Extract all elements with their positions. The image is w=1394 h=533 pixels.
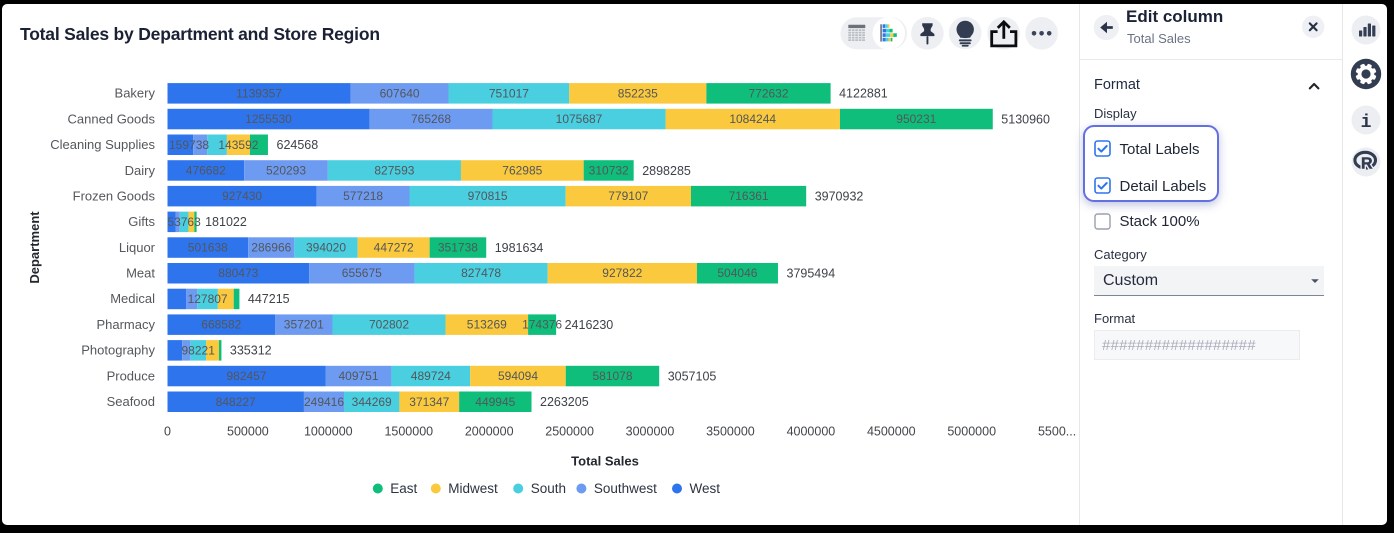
svg-text:607640: 607640	[380, 86, 420, 100]
svg-text:Bakery: Bakery	[115, 86, 156, 101]
svg-text:Southwest: Southwest	[594, 481, 657, 496]
svg-text:127807: 127807	[188, 292, 228, 306]
svg-text:South: South	[531, 481, 566, 496]
svg-text:5130960: 5130960	[1001, 112, 1050, 126]
svg-text:Meat: Meat	[126, 266, 155, 281]
svg-text:447215: 447215	[248, 292, 290, 306]
svg-text:West: West	[690, 481, 721, 496]
svg-text:927822: 927822	[602, 266, 642, 280]
svg-text:3000000: 3000000	[626, 425, 675, 439]
svg-text:310732: 310732	[589, 163, 629, 177]
svg-text:394020: 394020	[306, 241, 346, 255]
svg-text:53763: 53763	[167, 215, 201, 229]
svg-text:Seafood: Seafood	[107, 394, 155, 409]
svg-text:Cleaning Supplies: Cleaning Supplies	[50, 137, 155, 152]
svg-text:Department: Department	[27, 211, 42, 284]
svg-text:351738: 351738	[438, 241, 478, 255]
svg-text:504046: 504046	[717, 266, 757, 280]
svg-text:489724: 489724	[411, 369, 451, 383]
svg-text:624568: 624568	[277, 138, 319, 152]
svg-text:970815: 970815	[468, 189, 508, 203]
svg-text:848227: 848227	[216, 395, 256, 409]
svg-text:0: 0	[164, 425, 171, 439]
svg-text:5500...: 5500...	[1038, 425, 1076, 439]
svg-text:668582: 668582	[201, 318, 241, 332]
svg-text:520293: 520293	[266, 163, 306, 177]
svg-text:500000: 500000	[227, 425, 269, 439]
svg-text:2898285: 2898285	[642, 164, 691, 178]
svg-text:765268: 765268	[411, 112, 451, 126]
svg-text:371347: 371347	[409, 395, 449, 409]
svg-text:880473: 880473	[218, 266, 258, 280]
svg-text:447272: 447272	[374, 241, 414, 255]
svg-text:98221: 98221	[182, 343, 216, 357]
svg-text:357201: 357201	[284, 318, 324, 332]
svg-text:Photography: Photography	[81, 343, 155, 358]
svg-text:581078: 581078	[592, 369, 632, 383]
svg-text:594094: 594094	[498, 369, 538, 383]
svg-text:Dairy: Dairy	[125, 163, 156, 178]
svg-text:Total Sales: Total Sales	[571, 454, 639, 469]
svg-text:East: East	[390, 481, 417, 496]
svg-text:513269: 513269	[467, 318, 507, 332]
svg-text:852235: 852235	[618, 86, 658, 100]
svg-text:716361: 716361	[729, 189, 769, 203]
svg-text:779107: 779107	[608, 189, 648, 203]
svg-text:2416230: 2416230	[565, 318, 614, 332]
svg-text:751017: 751017	[489, 86, 529, 100]
svg-text:1139357: 1139357	[236, 86, 282, 100]
svg-text:R: R	[1361, 156, 1373, 173]
svg-text:409751: 409751	[338, 369, 378, 383]
svg-text:Canned Goods: Canned Goods	[68, 111, 156, 126]
svg-text:159738: 159738	[169, 138, 209, 152]
svg-text:Medical: Medical	[110, 291, 155, 306]
svg-text:143592: 143592	[218, 138, 258, 152]
svg-text:335312: 335312	[230, 344, 272, 358]
svg-text:476682: 476682	[186, 163, 226, 177]
svg-text:3500000: 3500000	[706, 425, 755, 439]
svg-text:702802: 702802	[369, 318, 409, 332]
svg-text:1500000: 1500000	[384, 425, 433, 439]
svg-text:1981634: 1981634	[495, 241, 544, 255]
svg-text:827593: 827593	[374, 163, 414, 177]
svg-text:5000000: 5000000	[947, 425, 996, 439]
svg-text:762985: 762985	[502, 163, 542, 177]
svg-text:i: i	[1361, 113, 1372, 133]
svg-text:Gifts: Gifts	[128, 214, 155, 229]
svg-text:950231: 950231	[896, 112, 936, 126]
svg-text:4500000: 4500000	[867, 425, 916, 439]
svg-text:3057105: 3057105	[668, 369, 717, 383]
svg-text:655675: 655675	[342, 266, 382, 280]
svg-text:772632: 772632	[748, 86, 788, 100]
svg-text:286966: 286966	[251, 241, 291, 255]
svg-text:577218: 577218	[343, 189, 383, 203]
svg-text:249416: 249416	[304, 395, 344, 409]
svg-text:1084244: 1084244	[729, 112, 776, 126]
svg-text:1000000: 1000000	[304, 425, 353, 439]
svg-text:1255530: 1255530	[245, 112, 292, 126]
svg-text:Produce: Produce	[107, 368, 155, 383]
svg-text:4122881: 4122881	[839, 87, 888, 101]
svg-text:3970932: 3970932	[815, 189, 864, 203]
svg-text:982457: 982457	[226, 369, 266, 383]
svg-text:Midwest: Midwest	[448, 481, 498, 496]
svg-text:174376: 174376	[522, 318, 562, 332]
svg-text:449945: 449945	[475, 395, 515, 409]
svg-text:4000000: 4000000	[787, 425, 836, 439]
svg-text:344269: 344269	[352, 395, 392, 409]
svg-text:2500000: 2500000	[545, 425, 594, 439]
svg-text:927430: 927430	[222, 189, 262, 203]
svg-text:501638: 501638	[188, 241, 228, 255]
svg-text:3795494: 3795494	[787, 267, 836, 281]
svg-text:1075687: 1075687	[556, 112, 603, 126]
svg-text:2263205: 2263205	[540, 395, 589, 409]
svg-text:Pharmacy: Pharmacy	[96, 317, 155, 332]
svg-text:R: R	[1361, 156, 1373, 173]
svg-text:2000000: 2000000	[465, 425, 514, 439]
svg-text:Frozen Goods: Frozen Goods	[73, 188, 156, 203]
svg-text:Liquor: Liquor	[119, 240, 156, 255]
svg-text:181022: 181022	[205, 215, 247, 229]
svg-text:827478: 827478	[461, 266, 501, 280]
